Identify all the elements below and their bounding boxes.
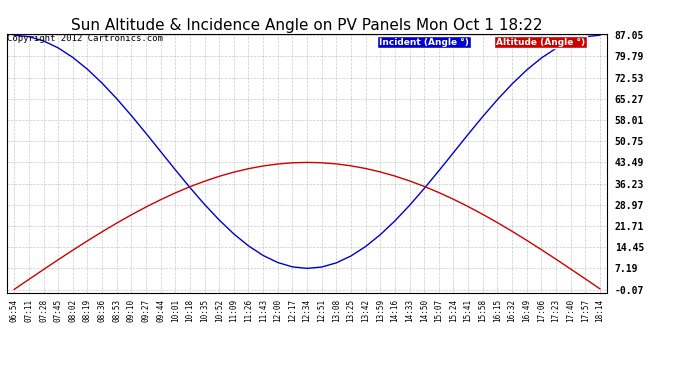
Text: Altitude (Angle °): Altitude (Angle °) — [496, 38, 585, 46]
Text: Incident (Angle °): Incident (Angle °) — [379, 38, 469, 46]
Text: Copyright 2012 Cartronics.com: Copyright 2012 Cartronics.com — [7, 34, 163, 43]
Title: Sun Altitude & Incidence Angle on PV Panels Mon Oct 1 18:22: Sun Altitude & Incidence Angle on PV Pan… — [71, 18, 543, 33]
